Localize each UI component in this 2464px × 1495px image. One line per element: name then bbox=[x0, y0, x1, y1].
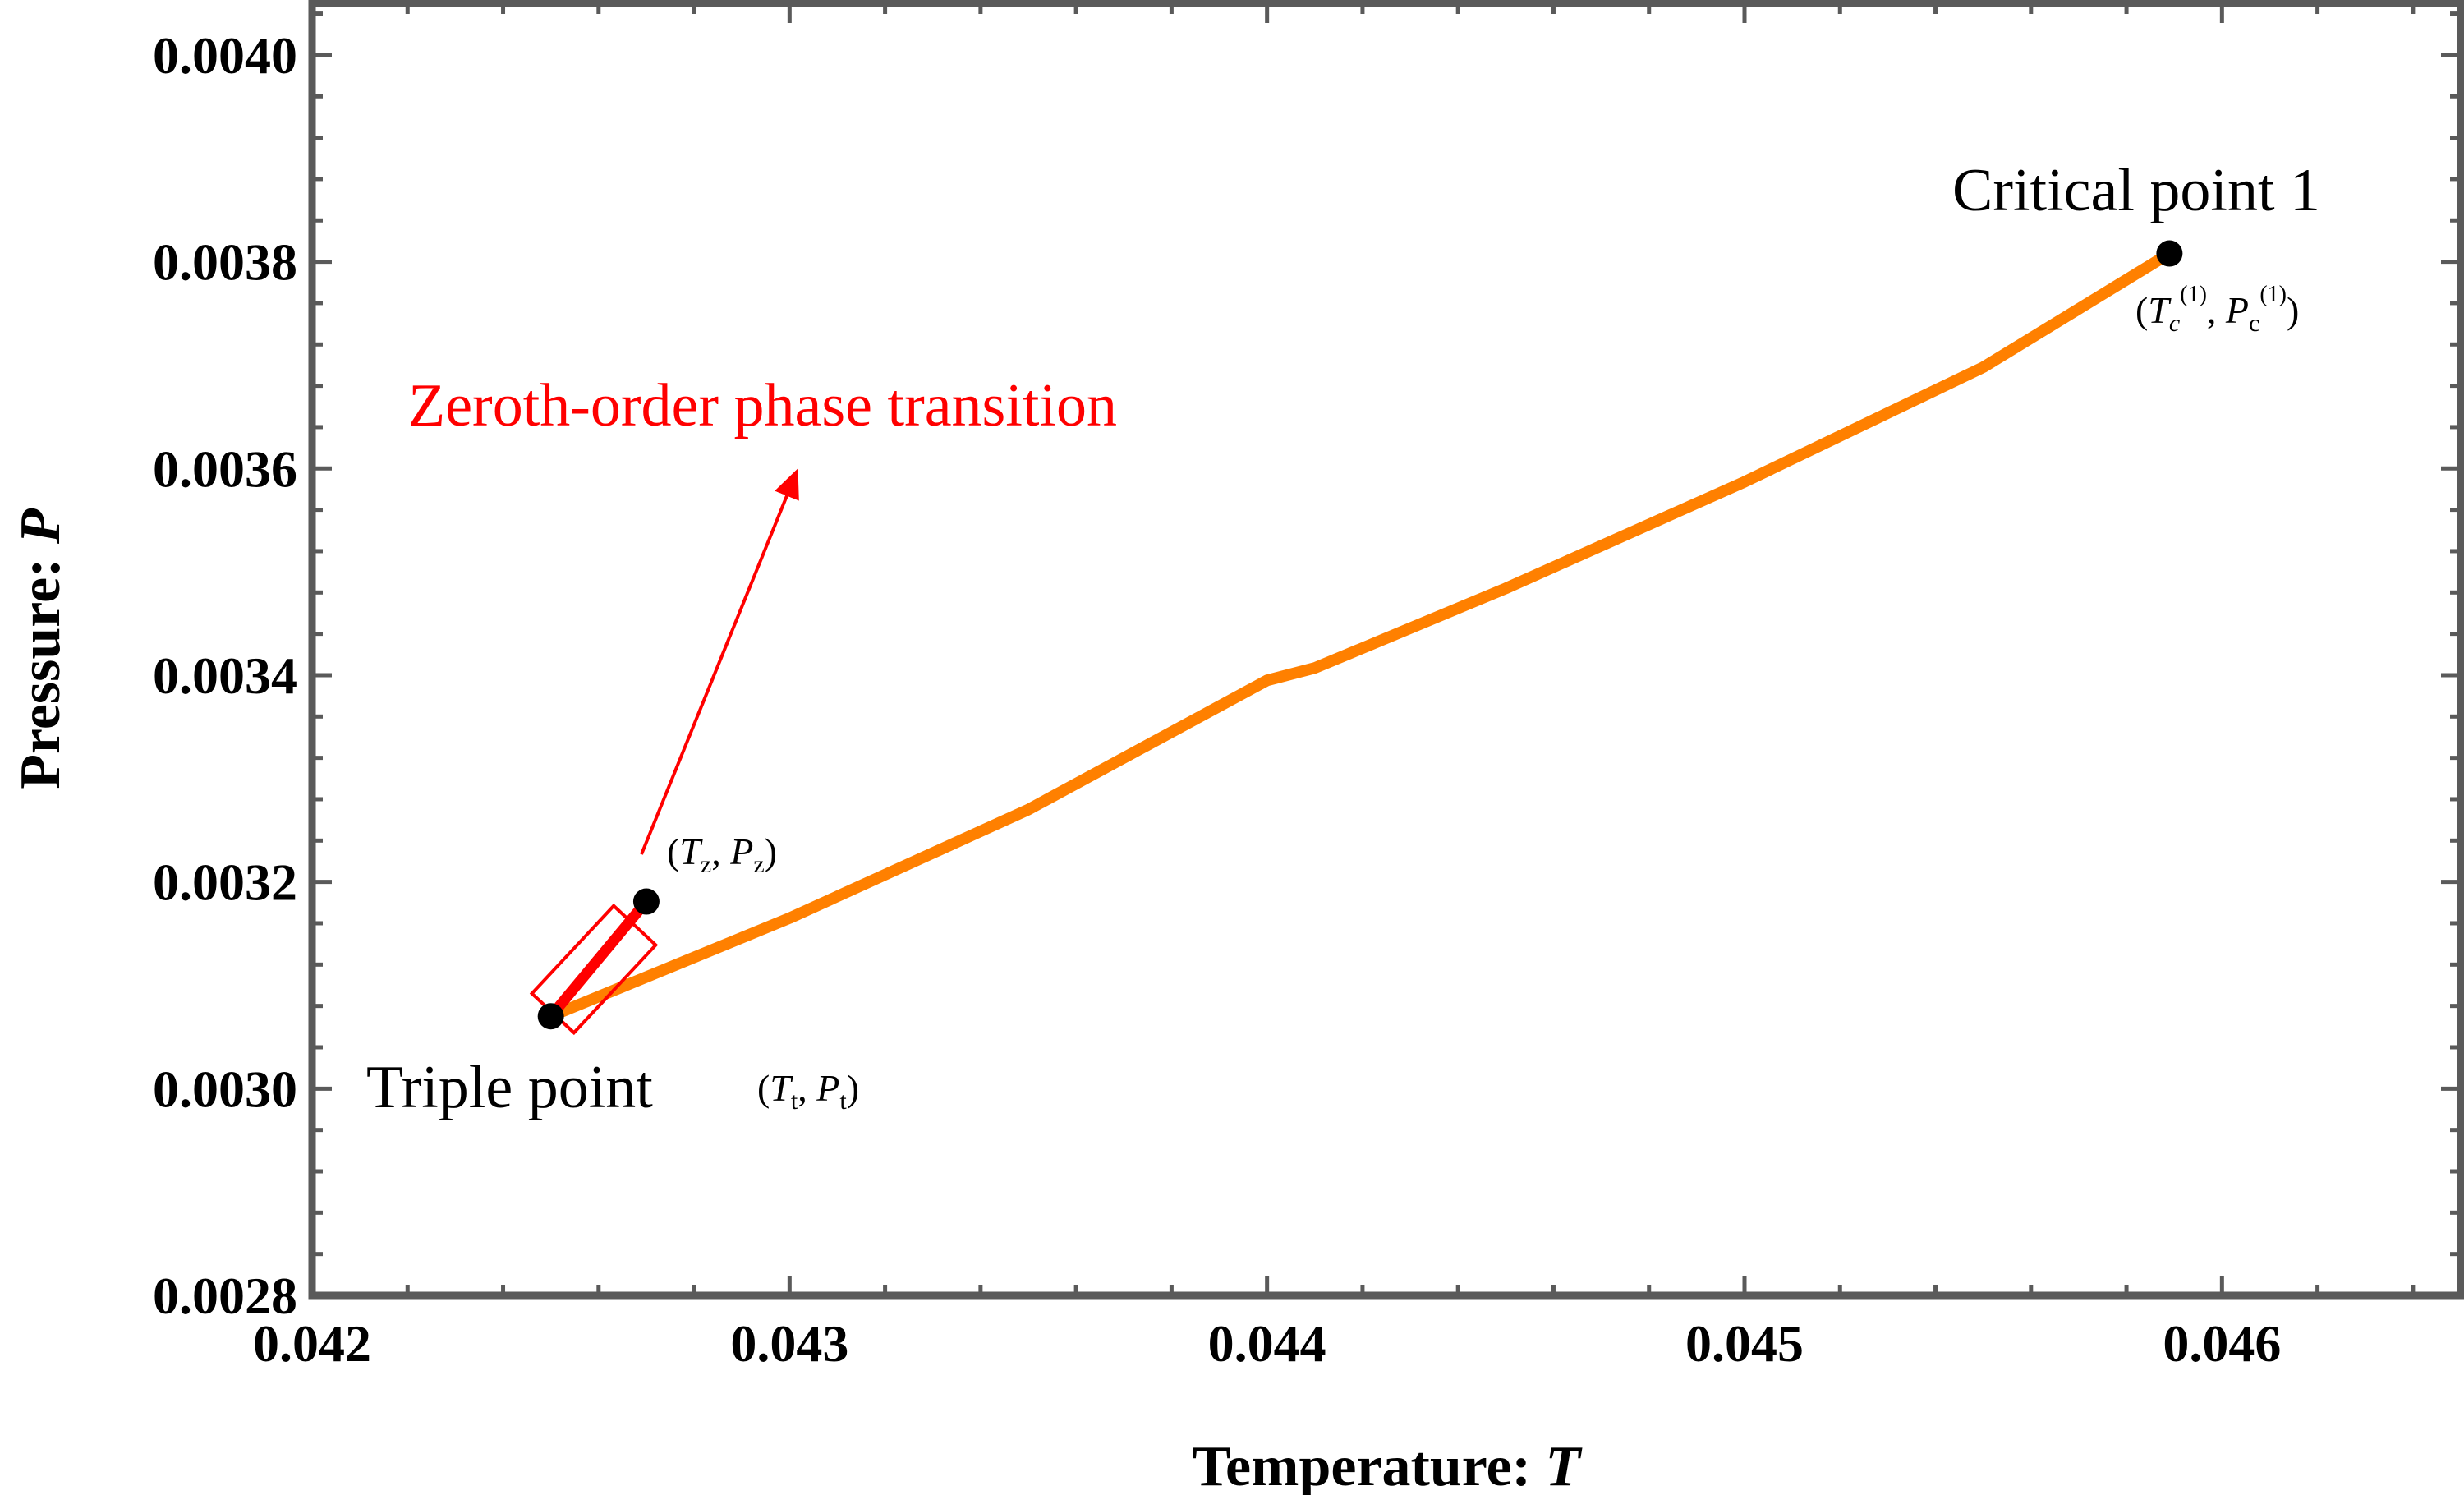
plot-frame bbox=[308, 0, 2464, 1300]
y-tick-label: 0.0038 bbox=[153, 233, 297, 292]
series-layer bbox=[545, 247, 2176, 1023]
tz-open: ( bbox=[667, 830, 679, 872]
y-axis-label-var: P bbox=[9, 508, 72, 545]
x-tick-label: 0.043 bbox=[730, 1314, 848, 1373]
zeroth-order-arrow bbox=[640, 468, 799, 855]
tz-T-sub: z bbox=[701, 851, 711, 878]
critical-point-marker bbox=[2156, 240, 2183, 267]
zeroth-order-end-marker bbox=[632, 888, 660, 915]
x-axis-label-main: Temperature: bbox=[1193, 1435, 1546, 1495]
x-tick-label: 0.046 bbox=[2163, 1314, 2281, 1373]
tz-T: T bbox=[679, 830, 703, 872]
tc-P-sub: c bbox=[2249, 310, 2259, 337]
x-tick-label: 0.045 bbox=[1685, 1314, 1804, 1373]
critical-point-label: Critical point 1 bbox=[1952, 157, 2320, 224]
zeroth-order-label: Zeroth-order phase transition bbox=[408, 372, 1117, 439]
tc-T: T bbox=[2148, 289, 2172, 331]
tc-close: ) bbox=[2287, 289, 2299, 331]
y-tick-label: 0.0036 bbox=[153, 439, 297, 498]
tz-P: P bbox=[729, 830, 753, 872]
tt-sep: , bbox=[798, 1067, 816, 1109]
x-axis-label-var: T bbox=[1545, 1435, 1583, 1495]
tt-P-sub: t bbox=[839, 1088, 847, 1115]
tc-sep: , bbox=[2207, 289, 2226, 331]
y-axis-label: Pressure: P bbox=[9, 508, 72, 789]
tz-P-sub: z bbox=[753, 851, 764, 878]
y-tick-label: 0.0028 bbox=[153, 1267, 297, 1325]
y-tick-labels: 0.0028 0.0030 0.0032 0.0034 0.0036 0.0038 0.00… bbox=[153, 26, 297, 1325]
y-tick-label: 0.0040 bbox=[153, 26, 297, 85]
tt-close: ) bbox=[847, 1067, 859, 1109]
tz-sep: , bbox=[711, 830, 730, 872]
tz-close: ) bbox=[765, 830, 777, 872]
y-tick-label: 0.0034 bbox=[153, 646, 297, 705]
x-axis-label: Temperature: T bbox=[1193, 1435, 1584, 1495]
x-tick-label: 0.042 bbox=[253, 1314, 371, 1373]
tt-T-sub: t bbox=[791, 1088, 798, 1115]
tc-T-sub: c bbox=[2169, 310, 2180, 337]
tc-P: P bbox=[2225, 289, 2249, 331]
x-tick-label: 0.044 bbox=[1208, 1314, 1326, 1373]
critical-point-coords: (Tc(1), Pc(1)) bbox=[2135, 282, 2299, 337]
tt-P: P bbox=[816, 1067, 839, 1109]
tt-open: ( bbox=[757, 1067, 770, 1109]
tc-open: ( bbox=[2135, 289, 2148, 331]
triple-point-coords: (Tt, Pt) bbox=[757, 1067, 859, 1115]
y-tick-label: 0.0032 bbox=[153, 853, 297, 912]
triple-point-label: Triple point bbox=[366, 1054, 653, 1121]
y-tick-label: 0.0030 bbox=[153, 1060, 297, 1118]
triple-point-marker bbox=[537, 1003, 564, 1030]
y-axis-label-main: Pressure: bbox=[9, 544, 72, 789]
tc-T-sup: (1) bbox=[2180, 282, 2207, 307]
x-tick-labels: 0.042 0.043 0.044 0.045 0.046 bbox=[253, 1314, 2281, 1373]
tt-T: T bbox=[770, 1067, 793, 1109]
tz-coords: (Tz, Pz) bbox=[667, 830, 777, 878]
axis-ticks bbox=[310, 3, 2461, 1298]
tc-P-sup: (1) bbox=[2259, 282, 2287, 307]
points-layer bbox=[537, 240, 2183, 1030]
coexistence-line bbox=[545, 247, 2176, 1023]
